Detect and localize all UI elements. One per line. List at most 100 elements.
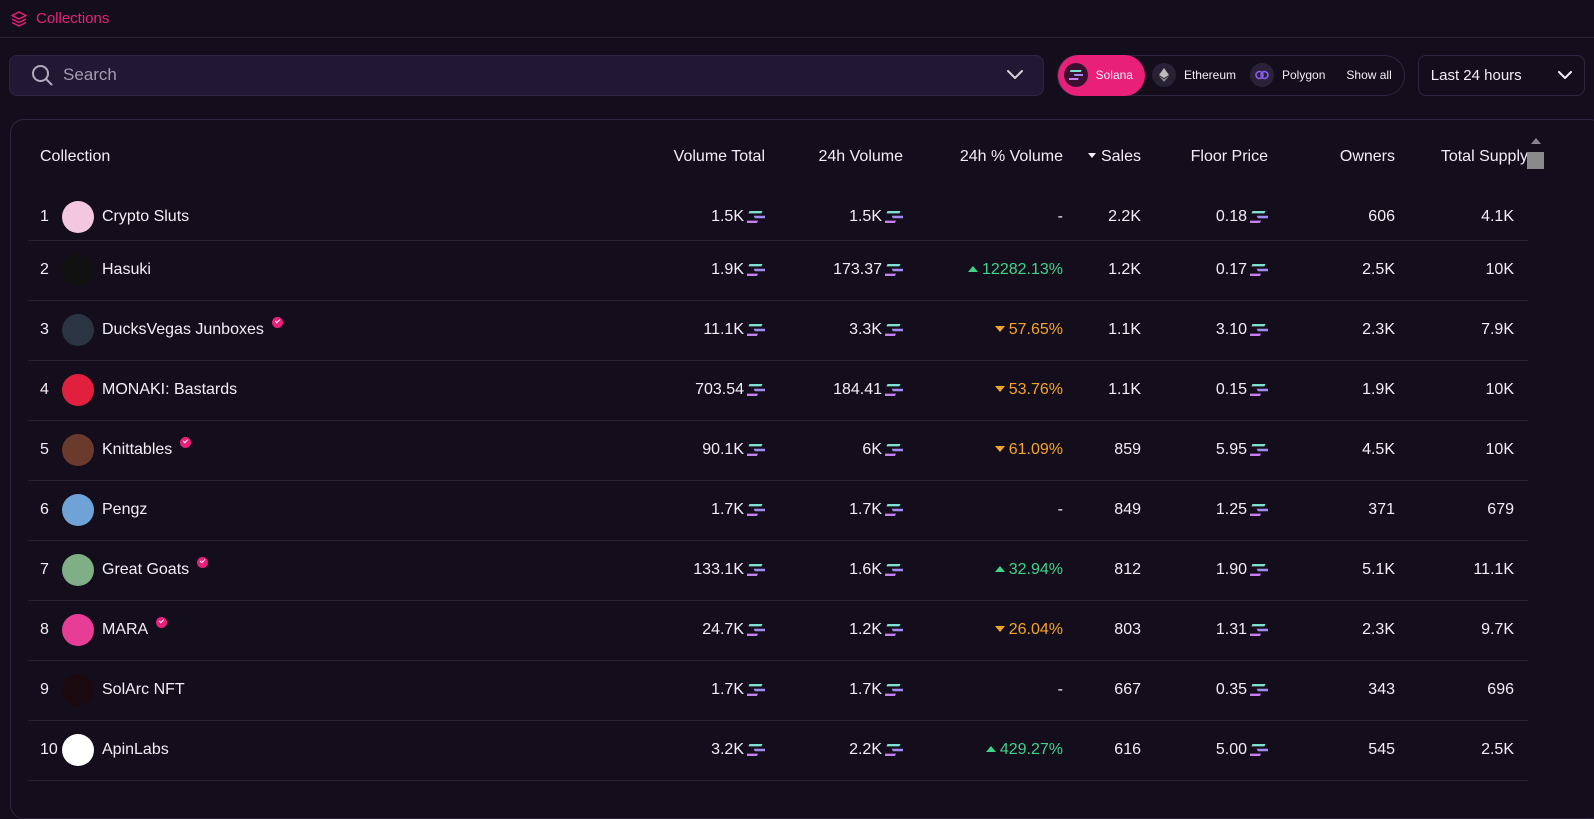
solana-icon	[747, 743, 765, 756]
solana-icon	[747, 563, 765, 576]
collection-name[interactable]: Knittables	[102, 441, 173, 458]
collection-name[interactable]: Hasuki	[102, 261, 151, 278]
table-row[interactable]: 1 Crypto Sluts 1.5K 1.5K -2.2K 0.18 606 4.1K	[28, 194, 1528, 241]
volume-total-value: 703.54	[695, 381, 744, 398]
avatar	[62, 494, 94, 526]
scrollbar[interactable]	[1527, 138, 1545, 169]
collection-cell[interactable]: MARA	[62, 600, 655, 661]
collection-cell[interactable]: Crypto Sluts	[62, 194, 655, 241]
collection-name[interactable]: Pengz	[102, 501, 148, 518]
floor-price: 0.17	[1141, 240, 1268, 301]
table-row[interactable]: 2 Hasuki 1.9K 173.37 12282.13% 1.2K 0.17 2.5K 10…	[28, 240, 1528, 301]
collection-cell[interactable]: Pengz	[62, 480, 655, 541]
header-supply[interactable]: Total Supply	[1440, 148, 1528, 165]
rank: 5	[28, 420, 62, 481]
scroll-thumb[interactable]	[1527, 152, 1544, 169]
sales: 1.1K	[1063, 300, 1141, 361]
floor-price: 3.10	[1141, 300, 1268, 361]
table-row[interactable]: 9 SolArc NFT 1.7K 1.7K -667 0.35 343 696	[28, 660, 1528, 721]
search-icon	[32, 65, 53, 86]
collection-name[interactable]: ApinLabs	[102, 741, 169, 758]
volume-24h: 2.2K	[765, 720, 903, 781]
sales: 616	[1063, 720, 1141, 781]
solana-icon	[885, 383, 903, 396]
collection-name[interactable]: SolArc NFT	[102, 681, 185, 698]
pct-change-up: 12282.13%	[968, 261, 1063, 278]
avatar	[62, 614, 94, 646]
header-floor[interactable]: Floor Price	[1190, 148, 1268, 165]
chevron-down-icon[interactable]	[1006, 70, 1023, 80]
header-sales[interactable]: Sales	[1063, 120, 1141, 194]
collection-name-wrap: ApinLabs	[62, 734, 655, 766]
pct-change-down: 61.09%	[994, 441, 1063, 458]
verified-badge-icon	[271, 316, 283, 328]
collection-name[interactable]: Crypto Sluts	[102, 207, 190, 225]
show-all-chains[interactable]: Show all	[1346, 68, 1392, 82]
volume-24h-value: 1.2K	[849, 621, 882, 638]
table-row[interactable]: 10 ApinLabs 3.2K 2.2K 429.27% 616 5.00 545 2.5K	[28, 720, 1528, 781]
pct-value: -	[1057, 681, 1063, 698]
solana-icon	[885, 323, 903, 336]
volume-pct: 61.09%	[903, 420, 1063, 481]
volume-pct: 57.65%	[903, 300, 1063, 361]
chain-ethereum[interactable]: Ethereum	[1145, 55, 1243, 96]
solana-icon	[747, 263, 765, 276]
collection-cell[interactable]: SolArc NFT	[62, 660, 655, 721]
rank: 9	[28, 660, 62, 721]
pct-change-up: 429.27%	[985, 741, 1063, 758]
page-title: Collections	[36, 10, 110, 27]
header-volume-24h[interactable]: 24h Volume	[818, 148, 903, 165]
header-collection[interactable]: Collection	[40, 148, 111, 165]
volume-total-value: 90.1K	[702, 441, 744, 458]
collection-name[interactable]: Great Goats	[102, 561, 190, 578]
scroll-up-icon[interactable]	[1531, 138, 1541, 144]
table-row[interactable]: 4 MONAKI: Bastards 703.54 184.41 53.76% 1.1K 0…	[28, 360, 1528, 421]
chain-solana[interactable]: Solana	[1057, 54, 1145, 96]
search-bar[interactable]	[9, 54, 1044, 96]
time-range-select[interactable]: Last 24 hours	[1417, 54, 1585, 96]
pct-value: -	[1057, 207, 1063, 225]
table-row[interactable]: 8 MARA 24.7K 1.2K 26.04% 803 1.31 2.3K 9.7K	[28, 600, 1528, 661]
pct-value: 429.27%	[999, 741, 1063, 758]
table-row[interactable]: 7 Great Goats 133.1K 1.6K 32.94% 812 1.90 5.1K 1…	[28, 540, 1528, 601]
collection-cell[interactable]: DucksVegas Junboxes	[62, 300, 655, 361]
solana-icon	[1250, 743, 1268, 756]
floor-price: 1.25	[1141, 480, 1268, 541]
collection-cell[interactable]: Great Goats	[62, 540, 655, 601]
volume-24h: 1.2K	[765, 600, 903, 661]
collection-cell[interactable]: Hasuki	[62, 240, 655, 301]
collection-cell[interactable]: ApinLabs	[62, 720, 655, 781]
collection-cell[interactable]: MONAKI: Bastards	[62, 360, 655, 421]
volume-24h: 1.6K	[765, 540, 903, 601]
collection-name[interactable]: MARA	[102, 621, 149, 638]
solana-icon	[747, 383, 765, 396]
search-input[interactable]	[63, 65, 1007, 85]
triangle-up-icon	[985, 746, 996, 752]
chain-polygon[interactable]: Polygon	[1243, 55, 1332, 96]
floor-value: 5.95	[1215, 441, 1247, 458]
floor-value: 1.90	[1215, 561, 1247, 578]
header-volume-total[interactable]: Volume Total	[673, 148, 765, 165]
header-volume-pct[interactable]: 24h % Volume	[959, 148, 1063, 165]
collection-name[interactable]: DucksVegas Junboxes	[102, 321, 264, 338]
table-row[interactable]: 3 DucksVegas Junboxes 11.1K 3.3K 57.65% 1.1K 3…	[28, 300, 1528, 361]
volume-24h-value: 184.41	[833, 381, 882, 398]
table-row[interactable]: 5 Knittables 90.1K 6K 61.09% 859 5.95 4.5K 10K	[28, 420, 1528, 481]
total-supply: 4.1K	[1395, 194, 1528, 241]
total-supply: 679	[1395, 480, 1528, 541]
volume-24h-value: 2.2K	[849, 741, 882, 758]
floor-price: 0.35	[1141, 660, 1268, 721]
floor-value: 0.15	[1215, 381, 1247, 398]
collection-name[interactable]: MONAKI: Bastards	[102, 381, 238, 398]
volume-24h: 1.5K	[765, 194, 903, 241]
collection-cell[interactable]: Knittables	[62, 420, 655, 481]
table-row[interactable]: 6 Pengz 1.7K 1.7K -849 1.25 371 679	[28, 480, 1528, 541]
chain-label: Solana	[1095, 68, 1133, 82]
owners: 606	[1268, 194, 1395, 241]
volume-24h: 184.41	[765, 360, 903, 421]
collection-name-wrap: MONAKI: Bastards	[62, 374, 655, 406]
volume-pct: 429.27%	[903, 720, 1063, 781]
solana-icon	[1250, 623, 1268, 636]
header-owners[interactable]: Owners	[1339, 148, 1395, 165]
volume-24h: 173.37	[765, 240, 903, 301]
